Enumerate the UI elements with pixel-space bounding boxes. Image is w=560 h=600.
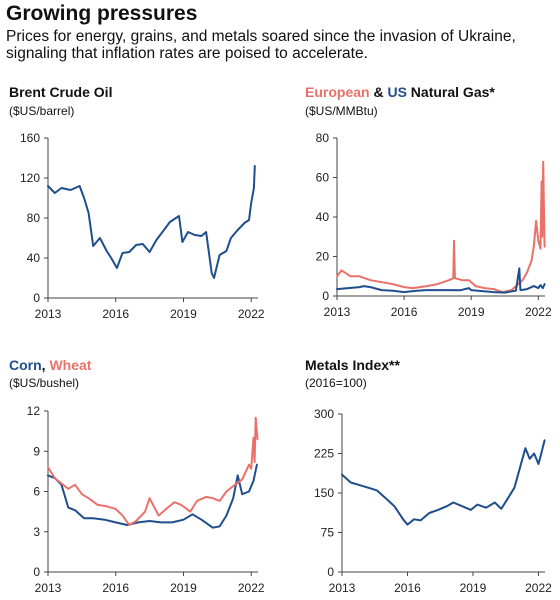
y-tick-label: 225 bbox=[314, 447, 334, 461]
y-tick-label: 40 bbox=[316, 210, 330, 224]
y-tick-label: 80 bbox=[316, 131, 330, 145]
x-tick-label: 2016 bbox=[394, 581, 421, 595]
series-0-line bbox=[341, 439, 546, 526]
x-tick-label: 2016 bbox=[102, 581, 129, 595]
european-line bbox=[336, 160, 546, 294]
title-part-european: European bbox=[305, 84, 370, 100]
y-tick-label: 20 bbox=[316, 250, 330, 264]
panel-unit-metals: (2016=100) bbox=[305, 376, 367, 390]
y-tick-label: 3 bbox=[33, 525, 40, 539]
y-tick-label: 0 bbox=[33, 565, 40, 579]
x-tick-label: 2013 bbox=[35, 581, 62, 595]
panel-title-metals: Metals Index** bbox=[305, 357, 400, 373]
x-tick-label: 2022 bbox=[525, 305, 552, 319]
y-tick-label: 9 bbox=[33, 444, 40, 458]
y-tick-label: 80 bbox=[27, 211, 41, 225]
y-tick-label: 40 bbox=[27, 251, 41, 265]
x-tick-label: 2019 bbox=[170, 581, 197, 595]
x-tick-label: 2019 bbox=[170, 307, 197, 321]
y-tick-label: 160 bbox=[20, 131, 40, 145]
y-tick-label: 60 bbox=[316, 171, 330, 185]
y-tick-label: 0 bbox=[322, 289, 329, 303]
x-tick-label: 2022 bbox=[525, 581, 552, 595]
panel-title-gas: European & US Natural Gas* bbox=[305, 84, 495, 100]
panel-title-brent: Brent Crude Oil bbox=[9, 84, 113, 100]
title-part-natural-gas: Natural Gas* bbox=[406, 84, 495, 100]
figure-subtitle: Prices for energy, grains, and metals so… bbox=[6, 28, 516, 62]
x-tick-label: 2016 bbox=[391, 305, 418, 319]
title-part-comma: , bbox=[41, 357, 50, 373]
figure-title: Growing pressures bbox=[6, 2, 198, 25]
x-tick-label: 2016 bbox=[102, 307, 129, 321]
corn-line bbox=[47, 463, 258, 529]
x-tick-label: 2013 bbox=[35, 307, 62, 321]
y-tick-label: 300 bbox=[314, 407, 334, 421]
wheat-line bbox=[47, 416, 259, 526]
panel-unit-brent: ($US/barrel) bbox=[9, 104, 75, 118]
panel-unit-grains: ($US/bushel) bbox=[9, 376, 80, 390]
x-tick-label: 2013 bbox=[324, 305, 351, 319]
y-tick-label: 150 bbox=[314, 486, 334, 500]
title-part-corn: Corn bbox=[9, 357, 42, 373]
x-tick-label: 2022 bbox=[238, 307, 265, 321]
y-tick-label: 6 bbox=[33, 485, 40, 499]
title-part-us: US bbox=[387, 84, 407, 100]
y-tick-label: 12 bbox=[27, 404, 41, 418]
us-line bbox=[336, 267, 546, 294]
series-0-line bbox=[47, 165, 256, 279]
panel-title-grains: Corn, Wheat bbox=[9, 357, 91, 373]
x-tick-label: 2019 bbox=[458, 305, 485, 319]
y-tick-label: 0 bbox=[33, 291, 40, 305]
title-part-wheat: Wheat bbox=[49, 357, 92, 373]
x-tick-label: 2019 bbox=[460, 581, 487, 595]
x-tick-label: 2013 bbox=[329, 581, 356, 595]
y-tick-label: 120 bbox=[20, 171, 40, 185]
y-tick-label: 75 bbox=[321, 526, 335, 540]
title-part-amp: & bbox=[369, 84, 388, 100]
panel-unit-gas: ($US/MMBtu) bbox=[305, 104, 378, 118]
y-tick-label: 0 bbox=[327, 565, 334, 579]
x-tick-label: 2022 bbox=[238, 581, 265, 595]
